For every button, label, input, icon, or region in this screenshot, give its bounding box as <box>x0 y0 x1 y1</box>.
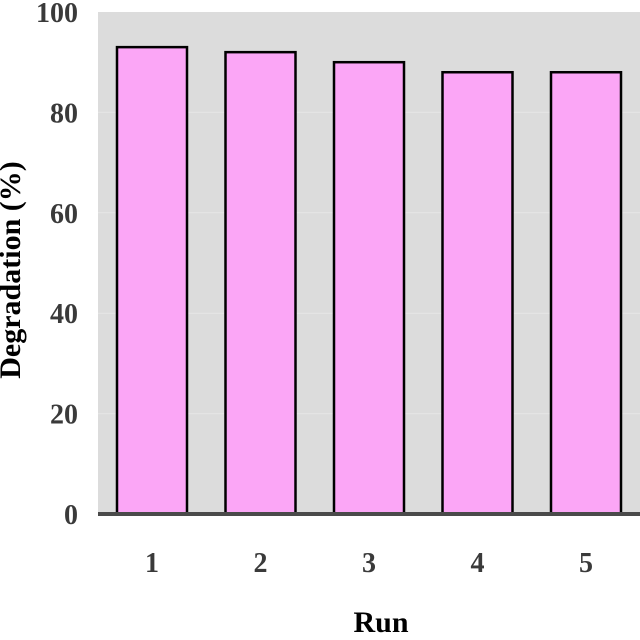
x-tick-label: 2 <box>254 548 268 579</box>
y-tick-label: 80 <box>50 98 78 129</box>
y-tick-label: 40 <box>50 299 78 330</box>
y-tick-labels: 0 20 40 60 80 100 <box>36 0 78 531</box>
y-tick-label: 60 <box>50 199 78 230</box>
y-tick-label: 0 <box>64 500 78 531</box>
x-axis-title: Run <box>353 606 408 639</box>
y-axis-title: Degradation (%) <box>0 161 27 378</box>
x-tick-label: 1 <box>145 548 159 579</box>
x-tick-label: 5 <box>579 548 593 579</box>
bar-run-1 <box>115 45 189 516</box>
x-tick-label: 4 <box>471 548 485 579</box>
y-tick-label: 20 <box>50 400 78 431</box>
bar-run-2 <box>224 50 297 516</box>
x-tick-labels: 1 2 3 4 5 <box>145 548 593 579</box>
bars <box>115 45 623 516</box>
y-tick-label: 100 <box>36 0 78 29</box>
bar-run-3 <box>332 60 406 516</box>
bar-run-4 <box>441 70 514 516</box>
x-tick-label: 3 <box>362 548 376 579</box>
bar-run-5 <box>549 70 623 516</box>
